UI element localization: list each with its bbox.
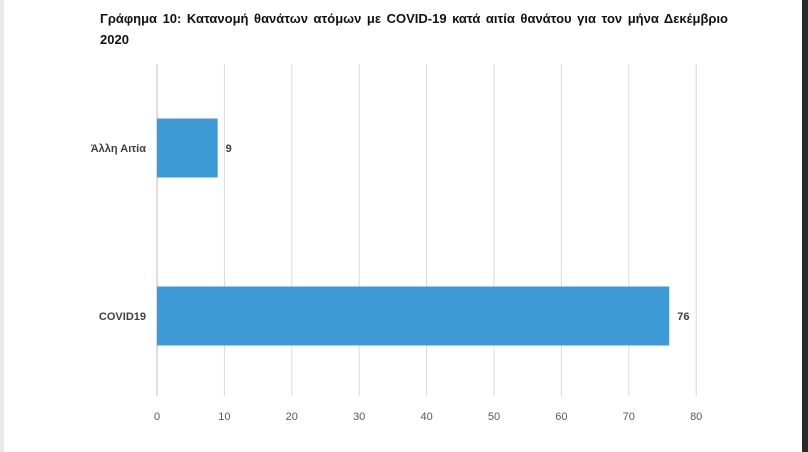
bar-1 xyxy=(157,286,670,346)
category-label-0: Άλλη Αιτία xyxy=(91,143,147,155)
x-tick-label-0: 0 xyxy=(154,411,160,423)
chart-title: Γράφημα 10: Κατανομή θανάτων ατόμων με C… xyxy=(100,11,728,47)
x-tick-label-30: 30 xyxy=(353,411,365,423)
x-tick-label-60: 60 xyxy=(555,411,567,423)
bar-0 xyxy=(157,118,218,178)
data-label-0: 9 xyxy=(226,143,232,155)
data-label-1: 76 xyxy=(677,311,689,323)
page-edge-right xyxy=(802,0,808,452)
x-tick-label-50: 50 xyxy=(488,411,500,423)
page-edge-left xyxy=(0,0,4,452)
x-tick-label-70: 70 xyxy=(623,411,635,423)
x-tick-label-80: 80 xyxy=(690,411,702,423)
x-tick-label-40: 40 xyxy=(420,411,432,423)
category-label-1: COVID19 xyxy=(99,311,146,323)
x-tick-label-10: 10 xyxy=(218,411,230,423)
x-tick-label-20: 20 xyxy=(286,411,298,423)
